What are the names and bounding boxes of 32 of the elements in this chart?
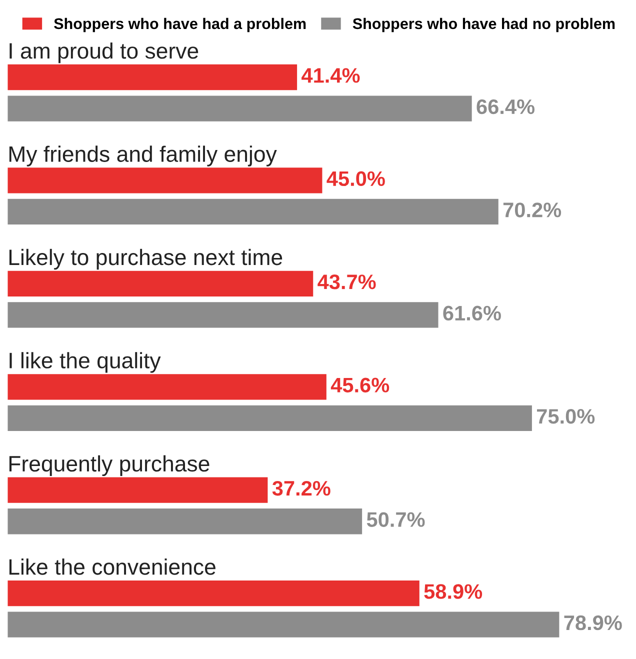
- bar: [8, 64, 298, 90]
- y-tick-label: I am proud to serve: [10, 42, 198, 64]
- y-tick-label: I like the quality: [10, 352, 161, 373]
- bar: [8, 198, 498, 225]
- y-tick-label: Frequently purchase: [9, 455, 210, 476]
- data-label: 41.4%: [302, 68, 360, 83]
- data-label: 78.9%: [564, 615, 622, 630]
- data-label: 37.2%: [272, 480, 330, 496]
- y-tick-label: My friends and family enjoy: [9, 146, 277, 166]
- data-label: 75.0%: [537, 409, 595, 424]
- data-label: 43.7%: [318, 274, 376, 290]
- bar: [8, 168, 322, 194]
- y-tick-label: Like the convenience: [9, 558, 216, 575]
- bar: [8, 405, 532, 431]
- bar: [8, 508, 362, 534]
- legend-label: Shoppers who have had a problem: [54, 18, 306, 32]
- data-label: 45.0%: [326, 171, 385, 186]
- bar: [8, 270, 314, 296]
- data-label: 45.6%: [330, 378, 390, 392]
- bar: [8, 96, 472, 122]
- legend-label: Shoppers who have had no problem: [352, 18, 615, 32]
- data-label: 50.7%: [366, 512, 425, 527]
- y-tick-label: Likely to purchase next time: [9, 248, 282, 270]
- bar: [8, 612, 560, 638]
- data-label: 61.6%: [443, 306, 501, 321]
- data-label: 66.4%: [476, 99, 535, 114]
- bar: [8, 302, 438, 328]
- data-label: 70.2%: [503, 202, 562, 218]
- bar: [8, 374, 326, 400]
- bar: [8, 580, 420, 606]
- bar: [8, 477, 268, 503]
- data-label: 58.9%: [424, 584, 482, 599]
